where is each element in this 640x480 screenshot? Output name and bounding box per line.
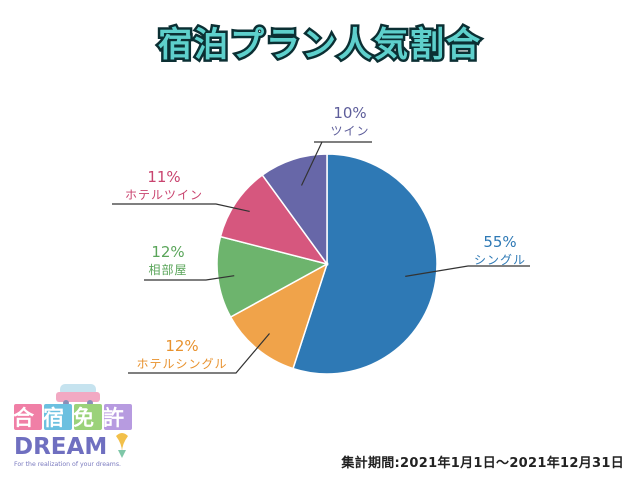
leader-line-1 — [405, 265, 530, 277]
chart-title-text: 宿泊プラン人気割合 — [158, 25, 482, 65]
leader-line-3 — [144, 275, 235, 281]
pie-slice-4 — [219, 173, 329, 266]
logo-title-boxes: 合宿免許 — [13, 404, 133, 430]
slice-percent-label: 10% — [333, 104, 366, 122]
leader-line-5 — [300, 141, 372, 186]
slice-category-label: ホテルシングル — [136, 357, 227, 371]
car-icon — [56, 384, 100, 406]
slice-percent-label: 11% — [147, 168, 180, 186]
logo-brand: DREAM — [14, 434, 107, 460]
dream-logo: 合宿免許 DREAM For the realization of your d… — [13, 384, 133, 468]
logo-title: 合宿免許 — [13, 406, 133, 430]
chart-title: 宿泊プラン人気割合 宿泊プラン人気割合 — [156, 23, 483, 68]
pie-slice-1 — [292, 153, 438, 375]
chart-title-outline: 宿泊プラン人気割合 — [158, 25, 482, 65]
ribbon-icon — [116, 433, 128, 458]
slice-percent-label: 12% — [151, 243, 184, 261]
aggregation-period: 集計期間:2021年1月1日〜2021年12月31日 — [341, 456, 624, 471]
slice-category-label: ツイン — [330, 124, 369, 138]
logo-tagline: For the realization of your dreams. — [14, 461, 121, 468]
pie-slice-5 — [261, 153, 328, 267]
slice-percent-label: 55% — [483, 233, 516, 251]
pie-slices — [216, 153, 438, 375]
slice-percent-label: 12% — [165, 337, 198, 355]
leader-line-4 — [112, 203, 250, 213]
leader-line-2 — [128, 333, 270, 374]
slice-category-label: 相部屋 — [148, 262, 187, 277]
slice-category-label: ホテルツイン — [125, 188, 203, 202]
slice-category-label: シングル — [474, 253, 526, 267]
